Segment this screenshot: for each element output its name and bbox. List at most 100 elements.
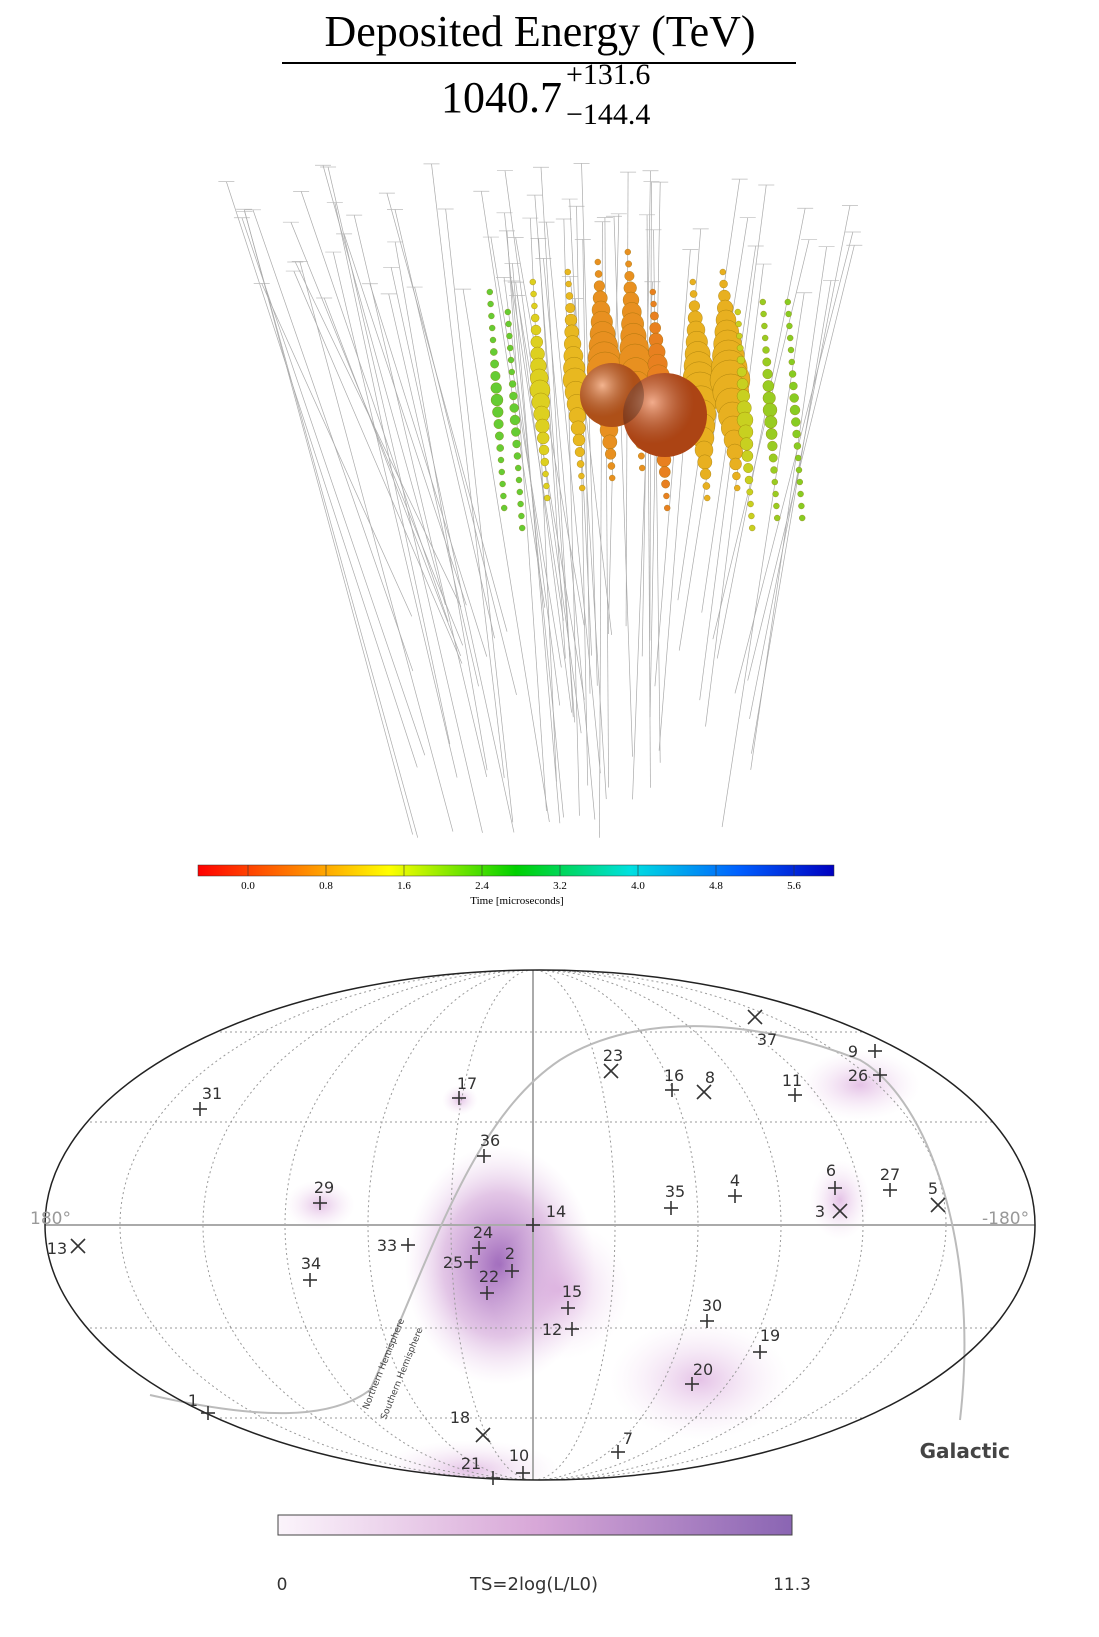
dom-hit bbox=[565, 280, 572, 288]
event-marker bbox=[696, 1084, 712, 1100]
detector-string bbox=[540, 167, 574, 718]
dom-hit bbox=[507, 344, 514, 352]
hotspot bbox=[610, 1320, 790, 1440]
dom-hit bbox=[496, 444, 504, 452]
time-ticks: 0.0 0.8 1.6 2.4 3.2 4.0 4.8 5.6 bbox=[241, 865, 801, 892]
event-label: 20 bbox=[693, 1360, 713, 1379]
detector-string bbox=[334, 202, 451, 745]
dom-hit bbox=[791, 417, 801, 427]
dom-hit bbox=[507, 356, 515, 364]
ts-label: TS=2log(L/L0) bbox=[469, 1574, 598, 1595]
dom-hit bbox=[594, 258, 601, 266]
hotspot bbox=[490, 1220, 630, 1360]
dom-hit bbox=[537, 431, 550, 445]
dom-hit bbox=[490, 348, 498, 356]
event-label: 17 bbox=[457, 1074, 477, 1093]
event-marker bbox=[603, 1063, 619, 1079]
dom-hit bbox=[531, 313, 540, 323]
dom-hit bbox=[531, 302, 538, 310]
time-tick-label: 4.0 bbox=[631, 880, 645, 892]
dom-hit bbox=[726, 443, 743, 461]
dom-hit bbox=[594, 270, 603, 278]
dom-hit bbox=[650, 311, 659, 321]
dom-shade bbox=[623, 373, 707, 457]
dom-hit bbox=[624, 271, 635, 281]
dom-hit bbox=[530, 324, 542, 336]
detector-string bbox=[582, 239, 591, 694]
detector-string bbox=[431, 163, 505, 779]
event-label: 26 bbox=[848, 1066, 868, 1085]
dom-hit bbox=[663, 492, 670, 500]
dom-hit bbox=[796, 478, 803, 486]
event-label: 6 bbox=[826, 1161, 836, 1180]
detector-string bbox=[300, 191, 449, 622]
dom-hit bbox=[697, 454, 713, 470]
time-tick-label: 0.0 bbox=[241, 880, 255, 892]
energy-upper: +131.6 bbox=[566, 58, 650, 91]
event-label: 10 bbox=[509, 1446, 529, 1465]
dom-hit bbox=[518, 512, 525, 520]
ts-map bbox=[285, 1050, 920, 1480]
dom-hit bbox=[785, 310, 792, 318]
event-label: 3 bbox=[815, 1202, 825, 1221]
dom-hit bbox=[624, 248, 631, 256]
dom-hit bbox=[489, 336, 497, 344]
energy-lower: −144.4 bbox=[566, 98, 650, 131]
dom-hit bbox=[530, 290, 537, 298]
dom-hit bbox=[793, 442, 802, 450]
dom-hit bbox=[736, 367, 747, 377]
energy-title: Deposited Energy (TeV) bbox=[324, 7, 755, 56]
event-marker bbox=[475, 1427, 491, 1443]
event-label: 22 bbox=[479, 1267, 499, 1286]
dom-hit bbox=[572, 433, 586, 447]
event-label: 30 bbox=[702, 1296, 722, 1315]
dom-hit bbox=[736, 344, 744, 352]
event-label: 16 bbox=[664, 1066, 684, 1085]
dom-hit bbox=[741, 450, 754, 462]
dom-hit bbox=[736, 389, 750, 403]
dom-hit bbox=[762, 357, 772, 367]
time-label: Time [microseconds] bbox=[470, 895, 563, 907]
dom-hit bbox=[744, 475, 754, 485]
detector-string bbox=[293, 270, 463, 664]
event-marker bbox=[747, 1009, 763, 1025]
detector-string bbox=[721, 292, 805, 828]
dom-hit bbox=[738, 424, 754, 440]
dom-hit bbox=[659, 466, 671, 478]
dom-hit bbox=[625, 260, 632, 268]
time-tick-label: 4.8 bbox=[709, 880, 723, 892]
dom-hit bbox=[542, 470, 549, 478]
dom-hit bbox=[661, 479, 670, 489]
ts-max: 11.3 bbox=[773, 1575, 811, 1595]
dom-hit bbox=[490, 393, 504, 407]
event-label: 31 bbox=[202, 1084, 222, 1103]
dom-shade bbox=[580, 363, 644, 427]
detector-string bbox=[749, 205, 851, 720]
detector-string bbox=[750, 246, 827, 770]
detector-string bbox=[386, 193, 508, 632]
dom-hit bbox=[512, 439, 521, 449]
detector-string bbox=[490, 236, 562, 668]
dom-hit bbox=[602, 434, 618, 450]
dom-hit bbox=[787, 334, 794, 342]
dom-hit bbox=[764, 415, 778, 429]
detector-string bbox=[705, 264, 764, 727]
dom-hit bbox=[786, 322, 793, 330]
dom-hit bbox=[579, 484, 586, 492]
event-label: 33 bbox=[377, 1236, 397, 1255]
dom-hit bbox=[508, 368, 515, 376]
detector-string bbox=[546, 222, 601, 774]
dom-hit bbox=[736, 378, 749, 390]
dom-hit bbox=[504, 308, 511, 316]
dom-hit bbox=[700, 468, 712, 480]
event-label: 19 bbox=[760, 1326, 780, 1345]
dom-hit bbox=[788, 358, 795, 366]
dom-hit bbox=[517, 500, 524, 508]
dom-hit bbox=[762, 368, 773, 380]
detector-string bbox=[716, 208, 806, 659]
event-label: 25 bbox=[443, 1253, 463, 1272]
dom-hit bbox=[789, 393, 799, 403]
dom-hit bbox=[767, 440, 778, 452]
dom-hit bbox=[704, 494, 711, 502]
